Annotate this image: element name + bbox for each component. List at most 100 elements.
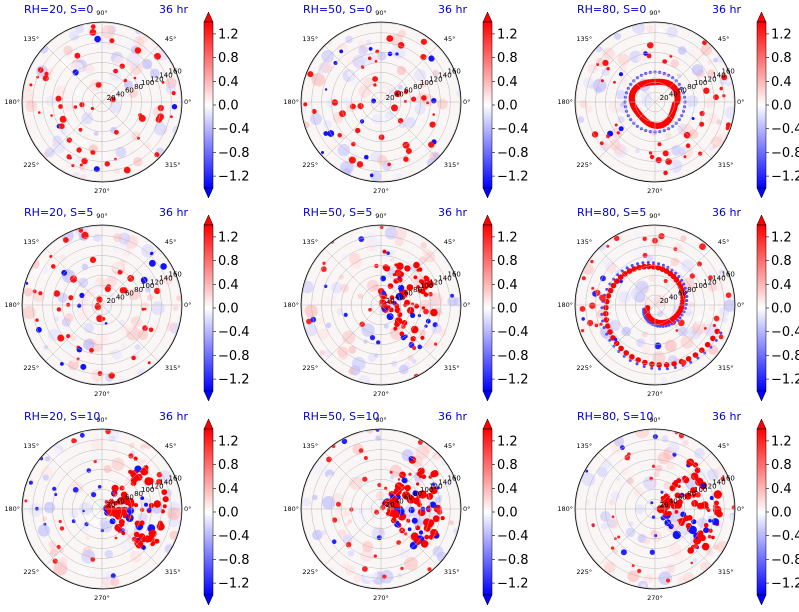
angle-tick-label: 45° [444, 442, 456, 450]
convective-cell [396, 276, 403, 283]
texture-mark [688, 129, 699, 140]
radial-tick-label: 60 [404, 87, 413, 95]
convective-cell [430, 308, 438, 317]
texture-mark [163, 275, 174, 286]
convective-cell [368, 307, 372, 312]
texture-mark [55, 85, 67, 97]
convective-cell [644, 71, 648, 76]
convective-cell [416, 482, 420, 486]
convective-cell [668, 523, 674, 530]
texture-mark [98, 151, 110, 162]
texture-mark [453, 528, 459, 534]
colorbar-body [756, 21, 767, 189]
convective-cell [114, 536, 118, 540]
angle-tick-label: 315° [165, 364, 181, 372]
convective-cell [79, 102, 85, 108]
texture-mark [643, 574, 654, 584]
convective-cell [161, 489, 168, 495]
texture-mark [90, 449, 101, 460]
radial-tick-label: 140 [712, 72, 725, 80]
convective-cell [605, 293, 612, 299]
texture-mark [621, 326, 632, 337]
colorbar-tick-label: 0.8 [218, 458, 239, 473]
texture-mark [717, 120, 723, 125]
convective-cell [436, 509, 443, 515]
convective-cell [127, 274, 135, 282]
colorbar-tick-label: −0.8 [218, 349, 250, 364]
colorbar-body [482, 428, 493, 596]
texture-mark [692, 570, 697, 576]
angle-tick-label: 0° [463, 98, 470, 106]
texture-mark [664, 132, 672, 140]
angle-tick-label: 315° [718, 364, 734, 372]
angular-gridline [598, 101, 656, 159]
radial-tick-label: 100 [694, 79, 707, 87]
convective-cell [607, 287, 614, 294]
texture-mark [109, 350, 115, 355]
convective-cell [337, 133, 342, 138]
convective-cell [688, 525, 697, 535]
texture-mark [414, 69, 427, 81]
texture-mark [613, 549, 618, 555]
convective-cell [386, 313, 394, 321]
convective-cell [82, 509, 85, 513]
convective-cell [425, 506, 430, 511]
texture-mark [692, 558, 698, 563]
texture-mark [322, 496, 336, 510]
texture-mark [660, 376, 668, 383]
texture-mark [711, 136, 722, 148]
colorbar-tick-label: −0.4 [497, 122, 529, 137]
angle-tick-label: 180° [557, 301, 573, 309]
convective-cell [311, 109, 317, 114]
convective-cell [664, 324, 668, 328]
colorbar-tick-label: 1.2 [218, 230, 239, 245]
angle-tick-label: 135° [302, 35, 318, 43]
convective-cell [617, 274, 624, 281]
convective-cell [89, 256, 97, 263]
texture-mark [57, 292, 68, 303]
convective-cell [608, 338, 612, 342]
convective-cell [665, 158, 672, 165]
convective-cell [618, 126, 624, 132]
texture-mark [88, 522, 99, 533]
convective-cell [691, 117, 695, 120]
convective-cell [650, 501, 654, 505]
texture-mark [347, 519, 352, 524]
texture-mark [389, 475, 395, 480]
angle-tick-label: 180° [4, 505, 20, 513]
texture-mark [91, 369, 104, 382]
convective-cell [659, 266, 666, 273]
convective-cell [171, 104, 178, 110]
convective-cell [38, 291, 43, 296]
polar-grid [575, 225, 735, 385]
angle-tick-label: 135° [576, 238, 592, 246]
convective-cell [600, 275, 606, 282]
convective-cell [74, 52, 81, 59]
radial-tick-label: 80 [134, 83, 143, 91]
texture-mark [667, 288, 681, 302]
texture-mark [141, 244, 155, 258]
convective-cell [636, 264, 642, 271]
convective-cell [651, 515, 656, 520]
convective-cell [418, 490, 427, 499]
colorbar-tick-label: −1.2 [771, 170, 799, 185]
texture-mark [626, 477, 634, 485]
radial-tick-label: 140 [712, 479, 725, 487]
radial-tick-label: 20 [107, 501, 116, 509]
convective-cell [399, 331, 405, 337]
convective-cell [637, 568, 642, 574]
convective-cell [708, 519, 712, 523]
texture-mark [628, 521, 634, 527]
convective-cell [73, 105, 78, 109]
convective-cell [612, 277, 615, 281]
texture-mark [351, 356, 366, 371]
convective-cell [171, 91, 176, 96]
convective-cell [719, 86, 724, 91]
texture-mark [321, 62, 333, 74]
colorbar-tick-label: 1.2 [497, 27, 518, 42]
convective-cell [96, 296, 103, 303]
convective-cell [97, 485, 102, 489]
colorbar-tick-label: −1.2 [218, 577, 250, 592]
